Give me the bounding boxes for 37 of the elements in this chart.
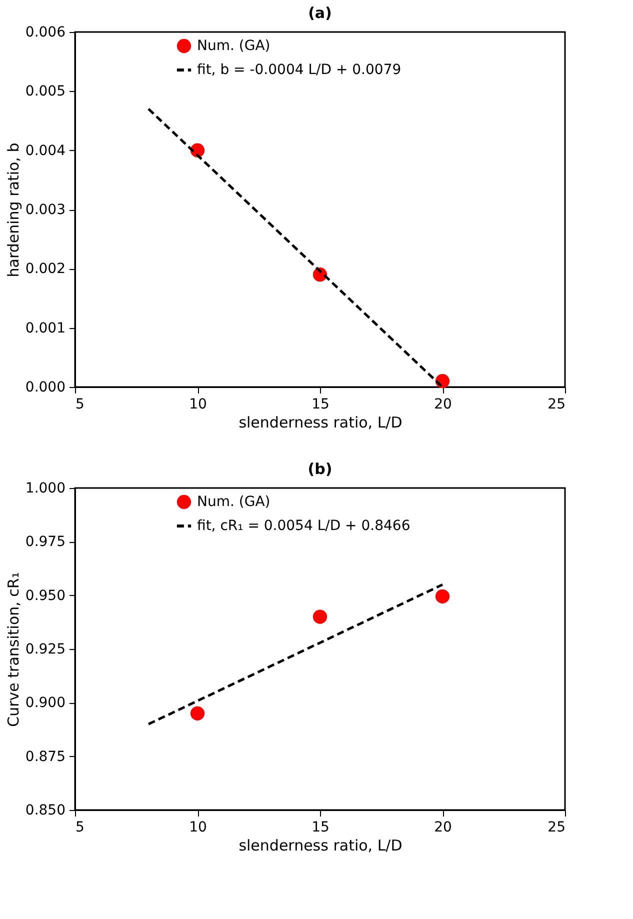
y-tick-label: 0.005: [25, 84, 66, 100]
y-tick-label: 0.875: [25, 748, 66, 765]
y-tick-label: 0.003: [25, 202, 66, 218]
y-axis-title: hardening ratio, b: [4, 142, 22, 278]
chart-title: (b): [308, 460, 332, 478]
point: [190, 706, 205, 720]
x-tick-label: 5: [76, 396, 84, 412]
x-tick-label: 15: [312, 820, 330, 836]
y-tick-label: 1.000: [25, 480, 66, 496]
y-tick-label: 0.850: [25, 802, 66, 818]
y-tick-label: 0.001: [25, 320, 66, 336]
x-axis-title: slenderness ratio, L/D: [238, 836, 402, 854]
legend-label: fit, cR₁ = 0.0054 L/D + 0.8466: [197, 518, 410, 534]
y-tick-label: 0.900: [25, 695, 66, 712]
x-tick-label: 20: [434, 820, 452, 836]
x-tick-label: 20: [434, 396, 452, 412]
x-tick-label: 15: [312, 396, 330, 412]
y-tick-label: 0.004: [25, 142, 66, 159]
y-tick-label: 0.975: [25, 534, 66, 550]
x-tick-label: 10: [189, 820, 207, 836]
legend-label: Num. (GA): [197, 494, 270, 510]
y-axis-title: Curve transition, cR₁: [4, 572, 22, 727]
y-tick-label: 0.925: [25, 642, 66, 658]
point: [312, 610, 328, 624]
y-tick-label: 0.950: [25, 588, 66, 604]
chart-title: (a): [308, 4, 332, 22]
x-tick-label: 5: [76, 820, 84, 836]
y-tick-label: 0.002: [25, 261, 66, 278]
x-tick-label: 25: [548, 396, 566, 412]
x-tick-label: 25: [548, 820, 566, 836]
x-tick-label: 10: [189, 396, 207, 412]
y-tick-label: 0.000: [25, 380, 66, 396]
y-tick-label: 0.006: [25, 24, 66, 40]
legend-label: Num. (GA): [197, 38, 270, 54]
x-axis-title: slenderness ratio, L/D: [238, 414, 402, 432]
point: [435, 589, 450, 604]
legend-label: fit, b = -0.0004 L/D + 0.0079: [197, 62, 402, 78]
